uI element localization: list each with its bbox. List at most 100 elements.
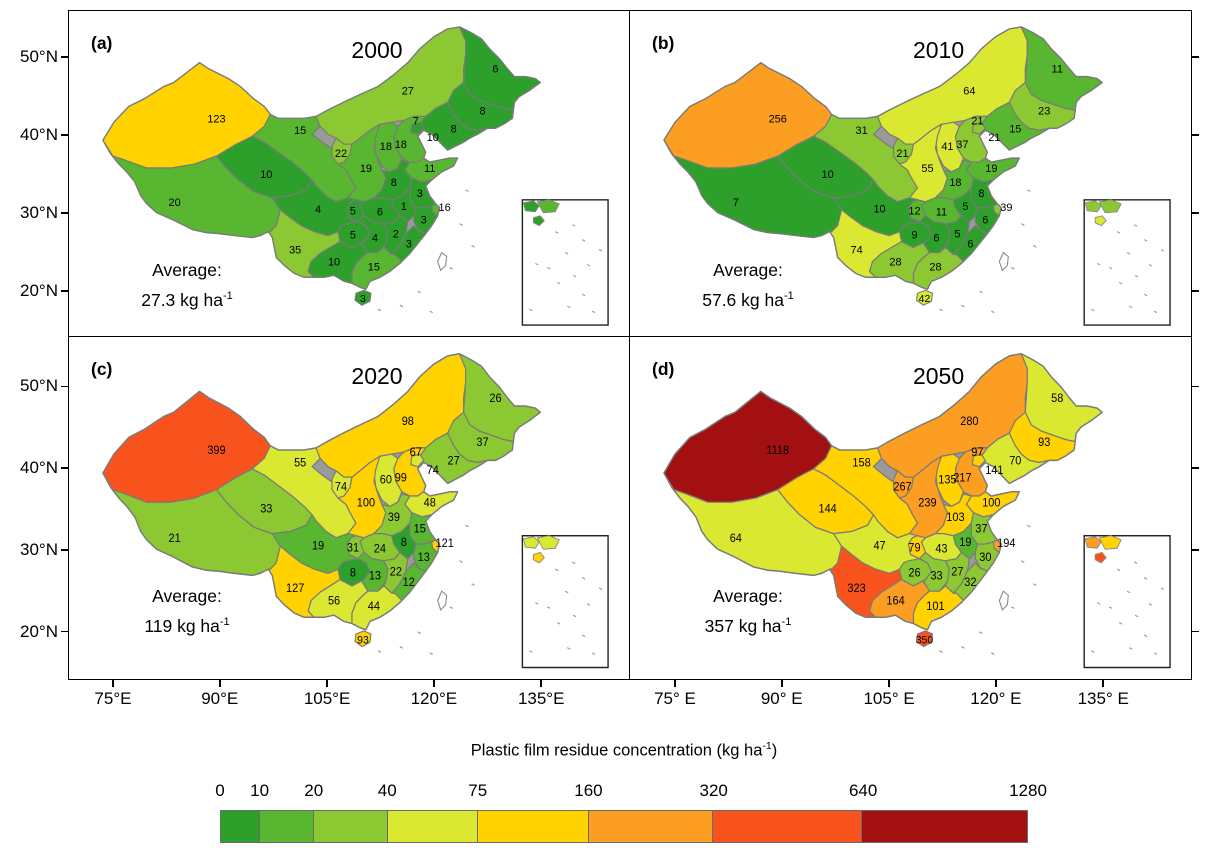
province-value-fujian: 3: [406, 239, 412, 251]
average-label: Average:: [152, 260, 222, 280]
province-value-tianjin: 10: [427, 132, 439, 144]
y-axis-tick: [60, 212, 68, 214]
colorbar-tick-label: 10: [250, 781, 270, 800]
x-axis-tick: [433, 680, 435, 687]
inset-island-speck: [564, 590, 569, 594]
island-speck: [399, 304, 404, 308]
province-value-zhejiang: 13: [418, 552, 430, 564]
island-speck: [377, 650, 382, 653]
china-coastline: [102, 26, 542, 290]
province-value-yunnan: 74: [850, 245, 862, 257]
province-value-hubei: 11: [936, 207, 947, 219]
y-axis-tick: [1192, 630, 1199, 633]
province-value-shanghai: 121: [436, 538, 454, 550]
inset-island-speck: [591, 652, 596, 655]
inset-island-speck: [571, 561, 576, 564]
inset-hainan: [1094, 551, 1107, 564]
x-axis-tick: [1102, 680, 1104, 687]
x-axis-tick: [540, 680, 542, 687]
inset-island-speck: [1126, 590, 1131, 594]
province-value-shaanxi: 239: [918, 497, 936, 509]
inset-guangdong: [536, 199, 560, 214]
inset-island-speck: [571, 224, 576, 227]
inset-island-speck: [1148, 603, 1153, 606]
y-axis-tick-label: 40°N: [20, 458, 58, 478]
island-speck: [991, 652, 995, 655]
china-coastline: [102, 353, 542, 631]
inset-island-speck: [1128, 647, 1133, 650]
province-value-heilongjiang: 58: [1051, 393, 1063, 405]
province-value-beijing: 21: [971, 115, 983, 127]
province-value-gansu: 55: [294, 457, 306, 469]
island-speck: [399, 646, 404, 649]
province-value-shanxi: 135: [938, 474, 956, 486]
colorbar: [220, 810, 1028, 843]
panel-2010: 256 7 10 31 64 11 23 15 37 41 19 21 55 18 11 8 5 6 10 12 9 6 5…: [630, 10, 1192, 337]
province-value-tibet: 64: [730, 533, 742, 545]
province-value-guizhou: 8: [350, 567, 356, 579]
province-value-xinjiang: 1118: [766, 445, 789, 457]
x-axis-tick: [112, 680, 114, 687]
inset-island-speck: [572, 614, 577, 618]
province-value-guangdong: 101: [926, 601, 944, 613]
panel-year-title: 2000: [351, 37, 403, 63]
inset-island-speck: [1148, 263, 1153, 267]
x-axis-tick-label: 105° E: [863, 689, 915, 708]
x-axis-tick-label: 120° E: [970, 689, 1022, 708]
inset-hainan: [532, 551, 545, 564]
island-speck: [1021, 560, 1025, 563]
province-value-anhui: 1: [401, 201, 407, 213]
province-value-inner_mongolia: 27: [402, 85, 414, 97]
province-value-hebei: 18: [395, 139, 407, 151]
inset-island-speck: [581, 577, 586, 580]
average-exponent: -1: [219, 616, 230, 628]
province-value-guangxi: 164: [886, 596, 904, 608]
island-speck: [465, 189, 469, 192]
x-axis-tick: [218, 680, 221, 687]
taiwan-outline: [437, 590, 448, 612]
province-value-liaoning: 8: [451, 123, 457, 135]
province-value-shandong: 100: [982, 497, 1000, 509]
inset-island-speck: [1143, 634, 1148, 638]
province-value-tibet: 7: [733, 197, 739, 209]
colorbar-title: Plastic film residue concentration (kg h…: [471, 740, 777, 761]
panel-year-title: 2020: [351, 363, 403, 389]
inset-island-speck: [1160, 249, 1165, 252]
panel-2020: 399 21 33 55 98 26 37 27 99 60 48 74 100 39 24 15 8 13 19 3…: [68, 337, 630, 680]
y-axis-tick: [60, 385, 68, 388]
island-speck: [459, 223, 463, 226]
inset-island-speck: [566, 305, 571, 309]
province-value-guangxi: 10: [328, 256, 340, 268]
inset-island-speck: [1090, 650, 1095, 653]
panel-year-title: 2050: [912, 363, 965, 389]
island-speck: [991, 310, 995, 314]
province-value-sichuan: 19: [312, 540, 324, 552]
province-hainan: [915, 630, 934, 648]
province-value-liaoning: 27: [448, 455, 460, 467]
china-map-2020: 399 21 33 55 98 26 37 27 99 60 48 74 100 39 24 15 8 13 19 3…: [69, 337, 629, 679]
average-exponent: -1: [783, 290, 794, 302]
inset-island-speck: [1118, 281, 1123, 285]
inset-island-speck: [581, 239, 586, 242]
province-beijing: [410, 121, 425, 135]
inset-island-speck: [1160, 587, 1165, 591]
province-value-hainan: 3: [360, 294, 366, 305]
province-value-henan: 8: [391, 177, 397, 189]
province-value-inner_mongolia: 64: [963, 86, 975, 98]
province-value-hainan: 350: [916, 634, 933, 646]
inset-island-speck: [581, 293, 586, 297]
colorbar-segment-4: [478, 811, 589, 842]
island-speck: [417, 631, 422, 635]
province-value-jiangsu: 37: [975, 523, 987, 535]
inset-island-speck: [529, 650, 533, 653]
inset-island-speck: [547, 266, 551, 270]
inset-island-speck: [1096, 602, 1101, 605]
y-axis-tick: [1192, 467, 1199, 469]
island-speck: [1033, 583, 1037, 586]
y-axis-tick: [60, 467, 68, 469]
province-value-chongqing: 5: [350, 206, 356, 218]
colorbar-tick-label: 0: [215, 781, 225, 800]
province-value-shaanxi: 100: [357, 497, 375, 509]
province-value-shanghai: 39: [1000, 202, 1012, 214]
